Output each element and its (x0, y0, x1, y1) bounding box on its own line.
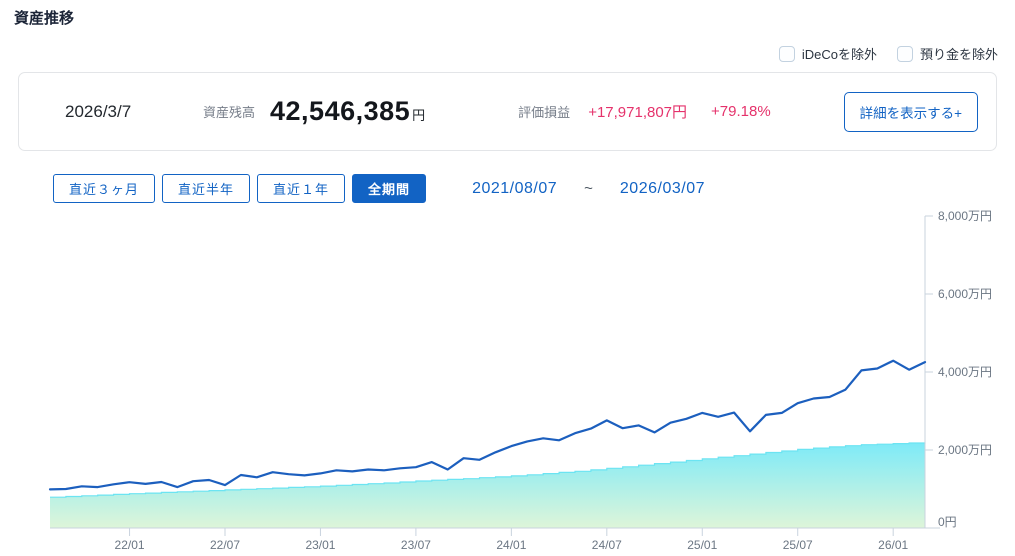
period-button-3months[interactable]: 直近３ヶ月 (53, 174, 156, 203)
pl-amount: +17,971,807円 (588, 104, 688, 121)
y-tick-label: 4,000万円 (938, 365, 992, 379)
filter-row: iDeCoを除外 預り金を除外 (778, 44, 998, 63)
assets-line-series[interactable] (48, 359, 927, 491)
y-tick-label: 8,000万円 (938, 209, 992, 223)
period-button-half-year[interactable]: 直近半年 (162, 174, 251, 203)
summary-date: 2026/3/7 (65, 101, 132, 121)
x-tick-label: 22/07 (210, 538, 240, 552)
period-button-all[interactable]: 全期間 (352, 174, 427, 203)
x-tick-label: 23/07 (401, 538, 431, 552)
page-title: 資産推移 (14, 10, 75, 27)
principal-area-series[interactable] (50, 442, 925, 528)
checkbox-label: iDeCoを除外 (801, 47, 877, 62)
balance-unit: 円 (412, 108, 426, 123)
checkbox-label: 預り金を除外 (919, 47, 998, 62)
period-selector: 直近３ヶ月 直近半年 直近１年 全期間 2021/08/07 ~ 2026/03… (53, 174, 705, 203)
y-tick-label: 6,000万円 (938, 287, 992, 301)
summary-card: 2026/3/7 資産残高 42,546,385 円 評価損益 +17,971,… (18, 72, 997, 151)
x-tick-label: 24/01 (496, 538, 526, 552)
pl-percent: +79.18% (711, 103, 771, 120)
exclude-deposit-checkbox[interactable]: 預り金を除外 (896, 44, 998, 63)
x-tick-label: 26/01 (878, 538, 908, 552)
x-tick-label: 22/01 (115, 538, 145, 552)
x-tick-label: 25/07 (783, 538, 813, 552)
balance-label: 資産残高 (203, 105, 256, 120)
range-separator-icon: ~ (584, 180, 593, 197)
asset-chart[interactable]: 0円 2,000万円 4,000万円 6,000万円 8,000万円 22/01 22/07… (0, 205, 1015, 556)
balance-value-group: 42,546,385 円 (270, 96, 425, 127)
exclude-ideco-checkbox[interactable]: iDeCoを除外 (778, 44, 877, 63)
range-start-date[interactable]: 2021/08/07 (472, 179, 558, 197)
period-button-1year[interactable]: 直近１年 (257, 174, 346, 203)
checkbox-icon[interactable] (778, 45, 795, 62)
range-end-date[interactable]: 2026/03/07 (619, 179, 705, 197)
x-tick-label: 23/01 (305, 538, 335, 552)
x-tick-label: 24/07 (592, 538, 622, 552)
pl-label: 評価損益 (518, 105, 571, 120)
x-tick-label: 25/01 (687, 538, 717, 552)
balance-value: 42,546,385 (270, 96, 411, 126)
y-tick-label: 2,000万円 (938, 443, 992, 457)
principal-area-edge (50, 442, 926, 498)
show-details-button[interactable]: 詳細を表示する+ (843, 91, 978, 132)
checkbox-icon[interactable] (896, 45, 913, 62)
y-tick-label: 0円 (938, 515, 957, 529)
